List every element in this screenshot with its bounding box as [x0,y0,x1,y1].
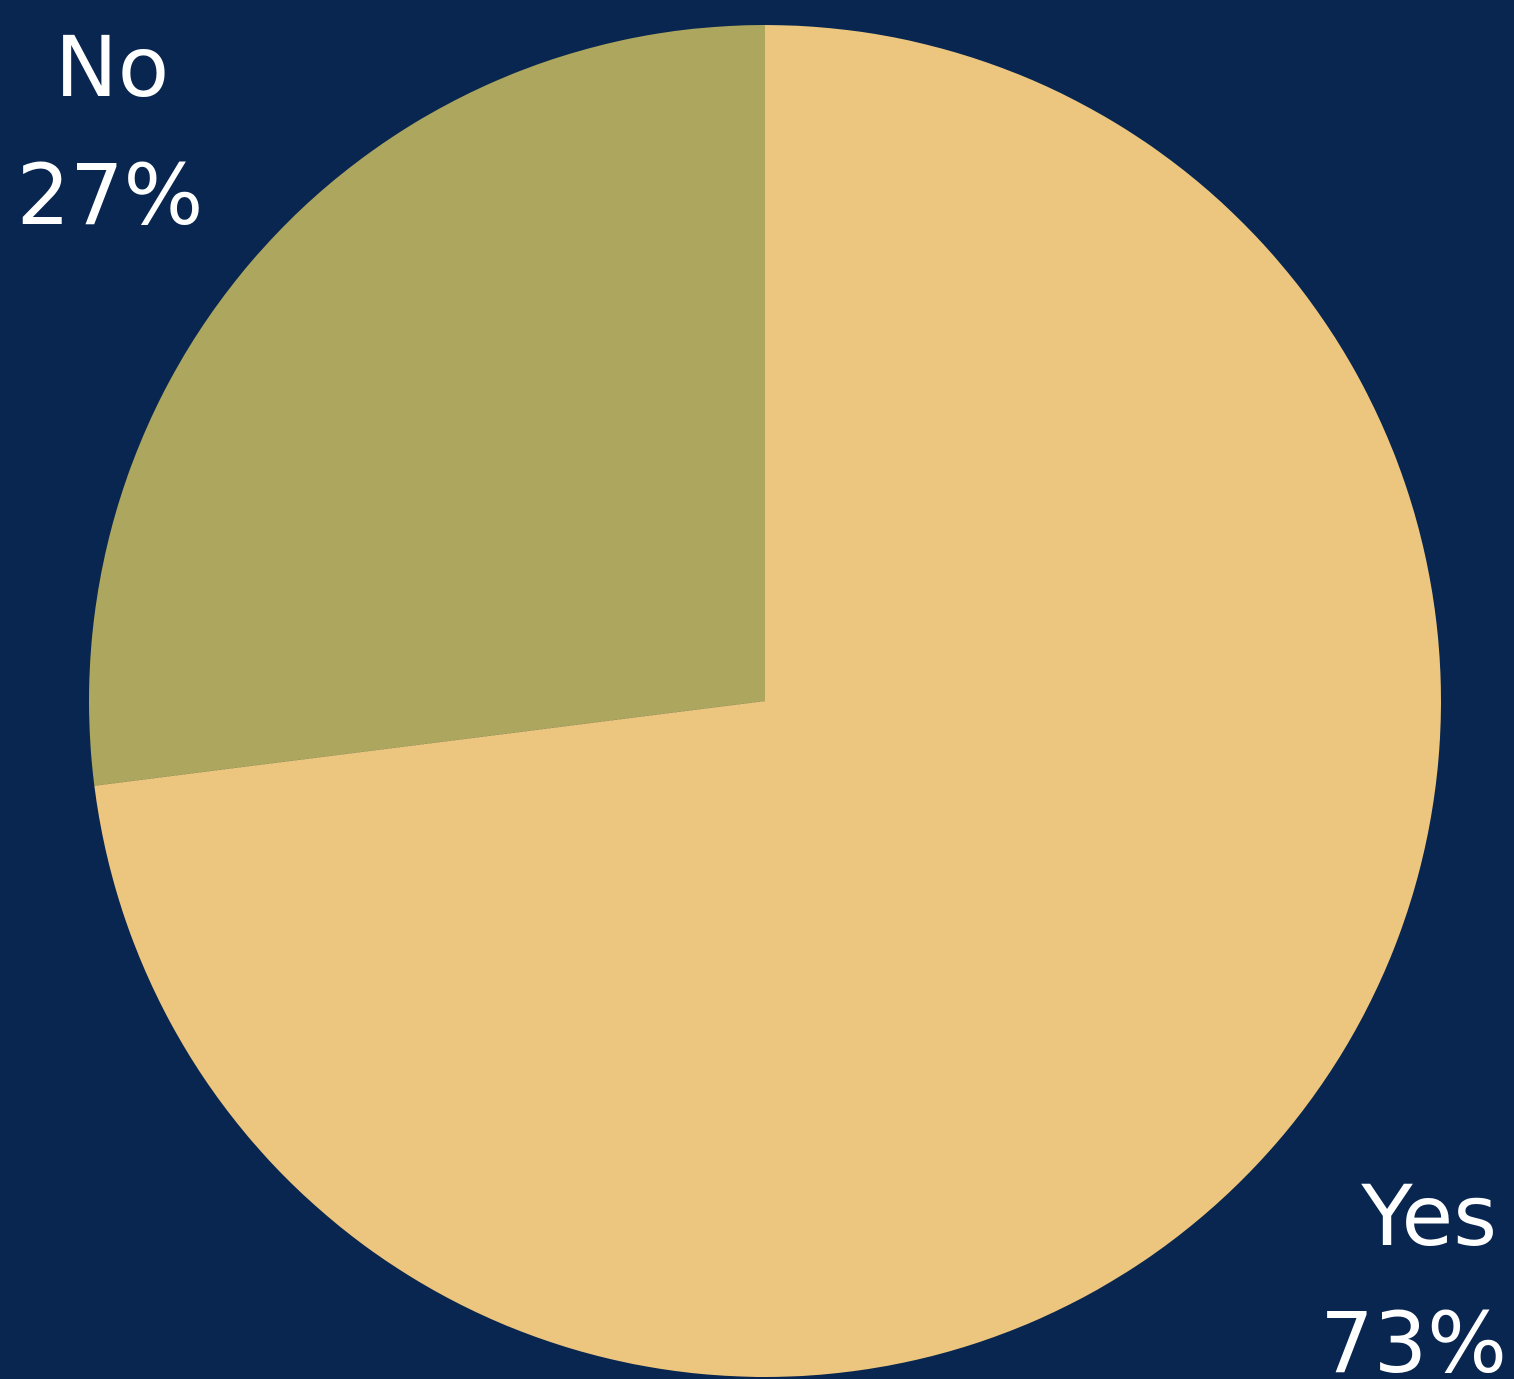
label-yes-name: Yes [1360,1167,1497,1265]
label-yes-value: 73% [1320,1294,1507,1379]
label-no-name: No [55,18,169,116]
pie-slice-no [88,25,765,786]
label-yes: Yes 73% [1320,1167,1507,1379]
pie-slice-yes [94,25,1441,1378]
label-no-value: 27% [17,146,204,244]
label-no: No 27% [17,18,204,244]
slices-layer [88,25,1441,1378]
